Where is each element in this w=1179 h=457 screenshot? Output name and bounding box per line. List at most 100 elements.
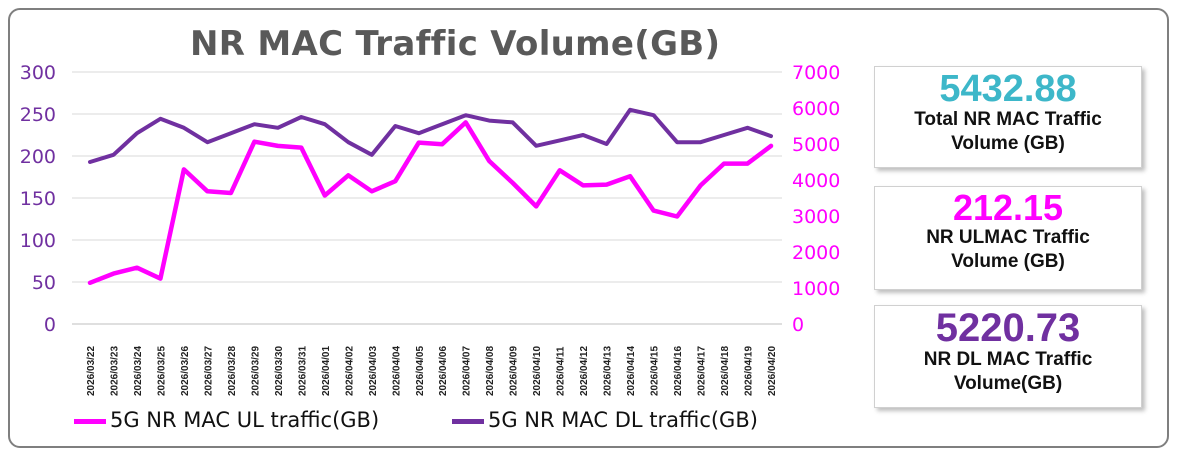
x-tick-label: 2026/03/24 [133,346,144,396]
data-point-ul [299,146,303,150]
kpi-ul-label-2: Volume (GB) [951,251,1065,272]
data-point-ul [487,159,491,163]
data-point-ul [558,168,562,172]
data-point-ul [746,162,750,166]
data-point-dl [417,131,421,135]
data-point-dl [769,134,773,138]
data-point-ul [323,193,327,197]
data-point-dl [440,122,444,126]
data-point-dl [111,153,115,157]
chart-title: NR MAC Traffic Volume(GB) [190,24,721,64]
x-tick-label: 2026/03/29 [250,346,261,396]
y-right-tick-label: 4000 [792,170,840,192]
x-tick-label: 2026/04/17 [697,346,708,396]
data-point-ul [464,120,468,124]
data-point-ul [628,174,632,178]
kpi-dl-card: 5220.73 NR DL MAC Traffic Volume(GB) [874,305,1142,408]
data-point-dl [370,153,374,157]
x-tick-label: 2026/04/08 [485,346,496,396]
data-point-dl [605,142,609,146]
kpi-total-value: 5432.88 [939,68,1077,110]
data-point-ul [205,189,209,193]
data-point-ul [252,140,256,144]
x-tick-label: 2026/04/05 [415,346,426,396]
x-axis-labels: 2026/03/22 2026/03/23 2026/03/24 2026/03/25… [86,346,778,396]
data-point-dl [581,133,585,137]
data-point-dl [276,126,280,130]
data-point-dl [229,131,233,135]
kpi-total-label-1: Total NR MAC Traffic [914,109,1102,130]
y-axis-right: 0 1000 2000 3000 4000 5000 6000 7000 [792,62,840,336]
kpi-total-card: 5432.88 Total NR MAC Traffic Volume (GB) [874,66,1142,168]
y-right-tick-label: 5000 [792,134,840,156]
y-axis-left: 0 50 100 150 200 250 300 [20,62,56,336]
data-point-dl [323,122,327,126]
data-point-dl [534,144,538,148]
data-point-ul [346,173,350,177]
data-point-ul [675,214,679,218]
y-right-tick-label: 7000 [792,62,840,84]
kpi-dl-label-1: NR DL MAC Traffic [923,349,1093,370]
kpi-total-label-2: Volume (GB) [951,133,1065,154]
data-point-dl [205,140,209,144]
data-point-ul [722,162,726,166]
data-point-dl [487,119,491,123]
y-left-tick-label: 300 [20,62,56,84]
legend-ul-label: 5G NR MAC UL traffic(GB) [110,408,380,432]
x-tick-label: 2026/04/07 [462,346,473,396]
data-point-dl [346,140,350,144]
data-point-dl [299,115,303,119]
x-tick-label: 2026/04/02 [344,346,355,396]
data-point-ul [581,183,585,187]
data-point-dl [252,122,256,126]
data-point-ul [417,141,421,145]
x-tick-label: 2026/04/01 [321,346,332,396]
y-left-tick-label: 150 [20,188,56,210]
data-point-dl [746,126,750,130]
data-point-ul [88,281,92,285]
y-right-tick-label: 2000 [792,242,840,264]
data-point-ul [111,272,115,276]
data-point-dl [182,126,186,130]
x-tick-label: 2026/04/04 [391,346,402,396]
y-left-tick-label: 100 [20,230,56,252]
data-point-ul [393,179,397,183]
x-tick-label: 2026/04/11 [556,346,567,396]
x-tick-label: 2026/04/16 [673,346,684,396]
kpi-dl-value: 5220.73 [935,306,1081,350]
data-point-ul [699,183,703,187]
legend-dl-label: 5G NR MAC DL traffic(GB) [488,408,758,432]
y-right-tick-label: 6000 [792,98,840,120]
data-point-ul [440,142,444,146]
x-tick-label: 2026/04/14 [626,346,637,396]
x-tick-label: 2026/03/31 [297,346,308,396]
x-tick-label: 2026/03/26 [180,346,191,396]
kpi-ul-card: 212.15 NR ULMAC Traffic Volume (GB) [874,186,1142,290]
gridlines [72,71,782,325]
x-tick-label: 2026/04/13 [603,346,614,396]
data-point-dl [628,108,632,112]
x-tick-label: 2026/03/23 [109,346,120,396]
data-point-dl [699,140,703,144]
series-lines [87,107,774,286]
y-left-tick-label: 200 [20,146,56,168]
legend-ul-swatch [74,418,106,424]
x-tick-label: 2026/03/28 [227,346,238,396]
series-line-dl [88,107,773,164]
legend-ul: 5G NR MAC UL traffic(GB) [74,408,379,432]
x-tick-label: 2026/03/27 [203,346,214,396]
kpi-ul-value: 212.15 [952,187,1064,228]
x-tick-label: 2026/04/03 [368,346,379,396]
x-tick-label: 2026/04/15 [650,346,661,396]
x-tick-label: 2026/04/20 [767,346,778,396]
y-left-tick-label: 250 [20,104,56,126]
x-tick-label: 2026/04/19 [744,346,755,396]
data-point-ul [229,191,233,195]
data-point-dl [652,113,656,117]
data-point-ul [276,144,280,148]
y-left-tick-label: 50 [32,272,56,294]
data-point-ul [158,277,162,281]
x-tick-label: 2026/03/30 [274,346,285,396]
x-tick-label: 2026/04/10 [532,346,543,396]
data-point-dl [675,140,679,144]
